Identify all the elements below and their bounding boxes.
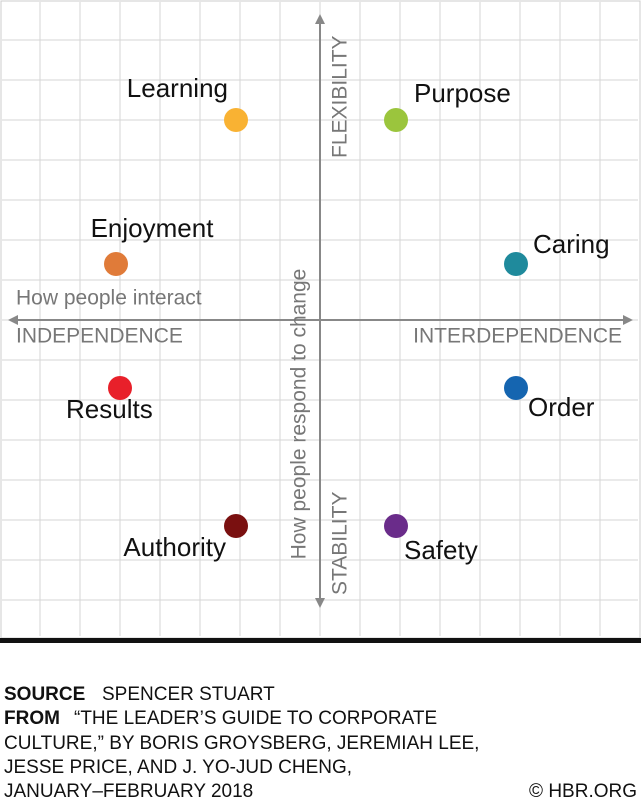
source-label: SOURCE <box>4 684 85 705</box>
point <box>224 514 248 538</box>
point-label: Safety <box>404 535 478 565</box>
from-line: CULTURE,” BY BORIS GROYSBERG, JEREMIAH L… <box>4 733 479 754</box>
axis-title: How people interact <box>16 287 202 310</box>
point-label: Enjoyment <box>91 213 215 243</box>
footer-rule <box>0 638 641 643</box>
arrow <box>623 315 633 325</box>
point <box>224 108 248 132</box>
arrow <box>315 14 325 24</box>
from-line: JESSE PRICE, AND J. YO-JUD CHENG, <box>4 757 352 778</box>
source: SPENCER STUART <box>102 684 275 705</box>
point <box>384 514 408 538</box>
axis-title: How people respond to change <box>288 269 311 560</box>
axis-end-label: INTERDEPENDENCE <box>413 325 622 348</box>
point-label: Purpose <box>414 78 511 108</box>
point-label: Learning <box>127 73 228 103</box>
arrow <box>8 315 18 325</box>
credit: © HBR.ORG <box>529 781 637 802</box>
from-line: “THE LEADER’S GUIDE TO CORPORATE <box>74 708 437 729</box>
point <box>384 108 408 132</box>
point <box>504 252 528 276</box>
point-label: Order <box>528 392 595 422</box>
from-line: JANUARY–FEBRUARY 2018 <box>4 781 253 802</box>
point-label: Results <box>66 394 153 424</box>
point-label: Authority <box>123 532 226 562</box>
point <box>108 376 132 400</box>
from-label: FROM <box>4 708 60 729</box>
arrow <box>315 598 325 608</box>
axis-end-label: INDEPENDENCE <box>16 325 183 348</box>
point-label: Caring <box>533 229 610 259</box>
axis-end-label: STABILITY <box>329 492 352 595</box>
point <box>504 376 528 400</box>
axis-end-label: FLEXIBILITY <box>329 35 352 158</box>
point <box>104 252 128 276</box>
